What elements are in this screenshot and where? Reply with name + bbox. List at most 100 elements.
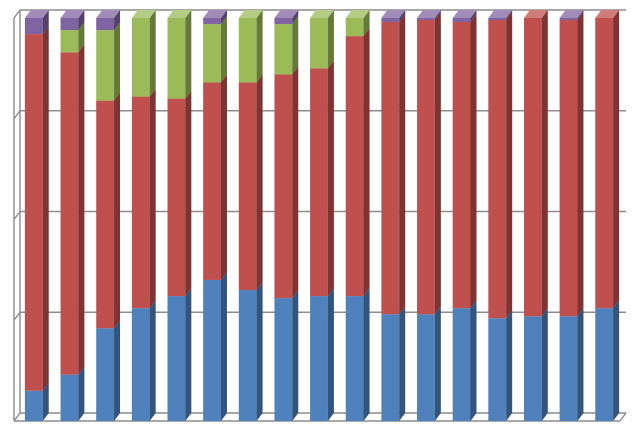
bar-segment-side xyxy=(220,271,227,421)
bar-segment-side xyxy=(114,22,121,101)
bar-segment-side xyxy=(327,60,334,297)
bar-segment xyxy=(523,18,542,317)
gridline-side xyxy=(13,9,21,19)
bar-segment-side xyxy=(42,382,49,421)
bar-segment xyxy=(559,316,578,421)
bar-segment xyxy=(274,24,293,75)
bar-segment xyxy=(96,328,115,421)
bar-segment xyxy=(96,100,115,329)
bar-segment xyxy=(131,308,150,421)
bar-segment-side xyxy=(613,300,620,421)
bar-segment xyxy=(452,18,471,23)
bar-segment-side xyxy=(327,10,334,69)
bar-segment-side xyxy=(577,308,584,421)
bar-segment xyxy=(167,296,186,421)
bar-segment xyxy=(452,308,471,421)
bar-segment xyxy=(167,18,186,99)
gridline-side xyxy=(13,311,21,321)
bar-segment-side xyxy=(78,10,85,31)
bar-segment-top xyxy=(96,10,121,18)
bar-segment xyxy=(60,30,79,53)
bar-segment-top xyxy=(238,10,263,18)
bar-segment-side xyxy=(185,90,192,297)
bar-segment xyxy=(238,290,257,421)
bar-segment-top xyxy=(417,10,441,18)
bar-segment xyxy=(60,18,79,31)
bar-segment-top xyxy=(452,10,477,18)
bar-segment-side xyxy=(577,12,584,317)
bar-segment-side xyxy=(292,16,299,75)
bar-segment xyxy=(595,308,614,421)
bar-segment xyxy=(238,18,257,83)
bar-segment-side xyxy=(256,282,263,421)
bar-segment-side xyxy=(327,288,334,421)
bar-segment xyxy=(310,18,328,69)
bar-segment xyxy=(203,24,221,83)
bar-segment-side xyxy=(292,290,299,421)
bar-segment-side xyxy=(114,10,121,31)
bar-segment-side xyxy=(434,10,441,21)
bar-segment xyxy=(595,18,614,309)
bar-segment-top xyxy=(24,10,49,18)
bar-segment xyxy=(417,314,435,421)
bar-segment xyxy=(310,296,328,421)
bar-segment-side xyxy=(256,74,263,291)
bar-segment xyxy=(452,22,471,309)
bar-segment xyxy=(345,36,364,297)
bar-segment xyxy=(559,20,578,317)
bar-segment-side xyxy=(613,10,620,309)
bar-segment-side xyxy=(114,320,121,421)
bar-segment xyxy=(381,18,400,23)
bar-segment-side xyxy=(470,300,477,421)
bar-segment xyxy=(274,298,293,421)
bar-segment-side xyxy=(185,10,192,99)
bar-segment-side xyxy=(114,92,121,329)
bar-segment-side xyxy=(78,366,85,421)
bar-segment-side xyxy=(470,14,477,309)
bar-segment-top xyxy=(381,10,406,18)
bar-segment xyxy=(488,20,507,319)
bar-segment-side xyxy=(506,12,513,319)
gridline-side xyxy=(13,412,21,422)
bar-segment-side xyxy=(506,310,513,421)
bar-segment-side xyxy=(292,66,299,299)
bar-segment xyxy=(488,18,507,21)
bar-segment-side xyxy=(292,10,299,25)
bar-segment-side xyxy=(577,10,584,21)
bar-segment-side xyxy=(363,28,370,297)
bar-segment-side xyxy=(363,288,370,421)
bar-segment-side xyxy=(256,10,263,83)
bar-segment-top xyxy=(203,10,227,18)
bar-segment-top xyxy=(595,10,620,18)
bar-segment xyxy=(131,96,150,309)
bar-segment-side xyxy=(78,22,85,53)
bar-segment-side xyxy=(434,12,441,315)
bar-segment xyxy=(559,18,578,21)
bar-segment xyxy=(96,30,115,101)
bar-segment xyxy=(167,98,186,297)
bar-segment-side xyxy=(42,10,49,35)
bar-segment xyxy=(238,82,257,291)
bar-segment-side xyxy=(149,300,156,421)
bar-segment-top xyxy=(488,10,513,18)
bar-segment-side xyxy=(149,10,156,97)
bar-segment xyxy=(274,18,293,25)
bar-segment xyxy=(96,18,115,31)
bar-segment xyxy=(60,374,79,421)
bar-segment xyxy=(131,18,150,97)
bar-segment-side xyxy=(220,16,227,83)
bar-segment xyxy=(203,279,221,421)
bar-segment-side xyxy=(399,14,406,315)
bar-series-group xyxy=(24,10,620,421)
bar-segment-side xyxy=(470,10,477,23)
bar-segment-side xyxy=(42,26,49,391)
bar-segment xyxy=(60,52,79,375)
bar-segment xyxy=(274,74,293,299)
bar-segment-top xyxy=(167,10,192,18)
bar-segment xyxy=(310,68,328,297)
gridline-side xyxy=(13,211,21,220)
bar-segment xyxy=(24,34,43,391)
bar-segment xyxy=(345,296,364,421)
bar-segment xyxy=(345,18,364,37)
